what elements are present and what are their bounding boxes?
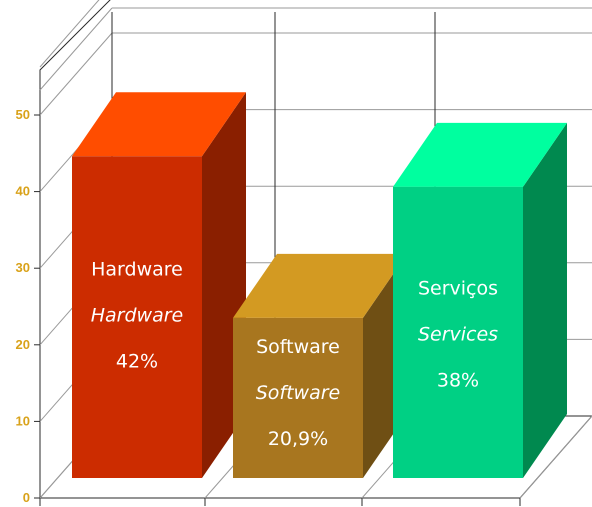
bar-software: Software Software 20,9% xyxy=(233,253,407,478)
bar-front-face xyxy=(72,156,202,478)
bar-label-pt: Software xyxy=(256,336,340,358)
y-tick-label: 10 xyxy=(16,413,30,428)
y-tick-label: 50 xyxy=(16,107,30,122)
bar-label-en: Hardware xyxy=(91,304,184,326)
bar-value-label: 20,9% xyxy=(268,428,328,450)
y-tick-label: 40 xyxy=(16,184,30,199)
bar-top-face xyxy=(393,122,567,187)
side-gridline xyxy=(39,32,113,116)
bar-top-face xyxy=(233,253,407,318)
bar-front-face xyxy=(233,317,363,478)
bar-value-label: 42% xyxy=(116,350,158,372)
bar-label-en: Software xyxy=(256,382,341,404)
bar-label-pt: Hardware xyxy=(91,258,183,280)
y-tick-label: 30 xyxy=(16,260,30,275)
bar-services: Serviços Services 38% xyxy=(393,122,567,479)
y-axis-ticks: 0 10 20 30 40 50 xyxy=(16,107,40,505)
bar-top-face xyxy=(72,92,246,157)
y-tick-label: 0 xyxy=(23,490,30,505)
bar-label-pt: Serviços xyxy=(418,278,498,300)
y-tick-label: 20 xyxy=(16,337,30,352)
bar-label-en: Services xyxy=(418,324,498,346)
bar-front-face xyxy=(393,186,523,479)
bars: Hardware Hardware 42% Software Software 20,9%… xyxy=(72,92,567,479)
bar-value-label: 38% xyxy=(437,370,479,392)
bar-side-face xyxy=(523,122,567,479)
bar-hardware: Hardware Hardware 42% xyxy=(72,92,246,478)
